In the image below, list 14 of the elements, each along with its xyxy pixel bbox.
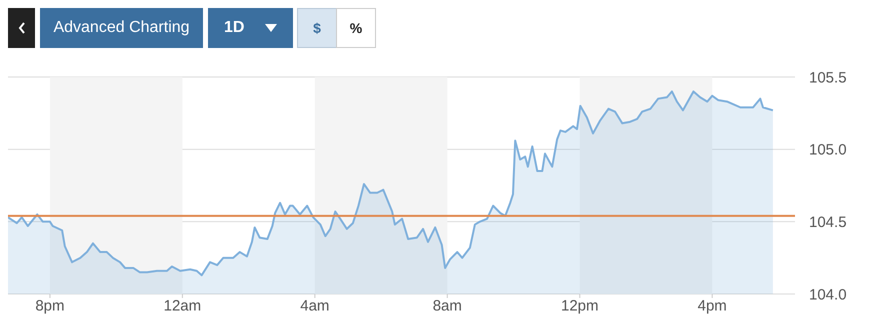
x-tick-label: 8pm <box>35 298 65 315</box>
y-tick-label: 105.5 <box>809 69 847 86</box>
text: $ <box>313 20 321 36</box>
x-tick-label: 8am <box>432 298 462 315</box>
x-tick-label: 4pm <box>698 298 727 315</box>
y-tick-label: 104.5 <box>809 214 847 231</box>
y-tick-label: 105.0 <box>809 142 847 159</box>
text: Advanced Charting <box>53 19 190 37</box>
x-tick-label: 12pm <box>560 298 599 315</box>
x-tick-label: 12am <box>164 298 202 315</box>
text: % <box>350 20 362 36</box>
y-tick-label: 104.0 <box>809 286 847 304</box>
x-tick-label: 4am <box>300 298 330 315</box>
text: 1D <box>224 19 244 37</box>
